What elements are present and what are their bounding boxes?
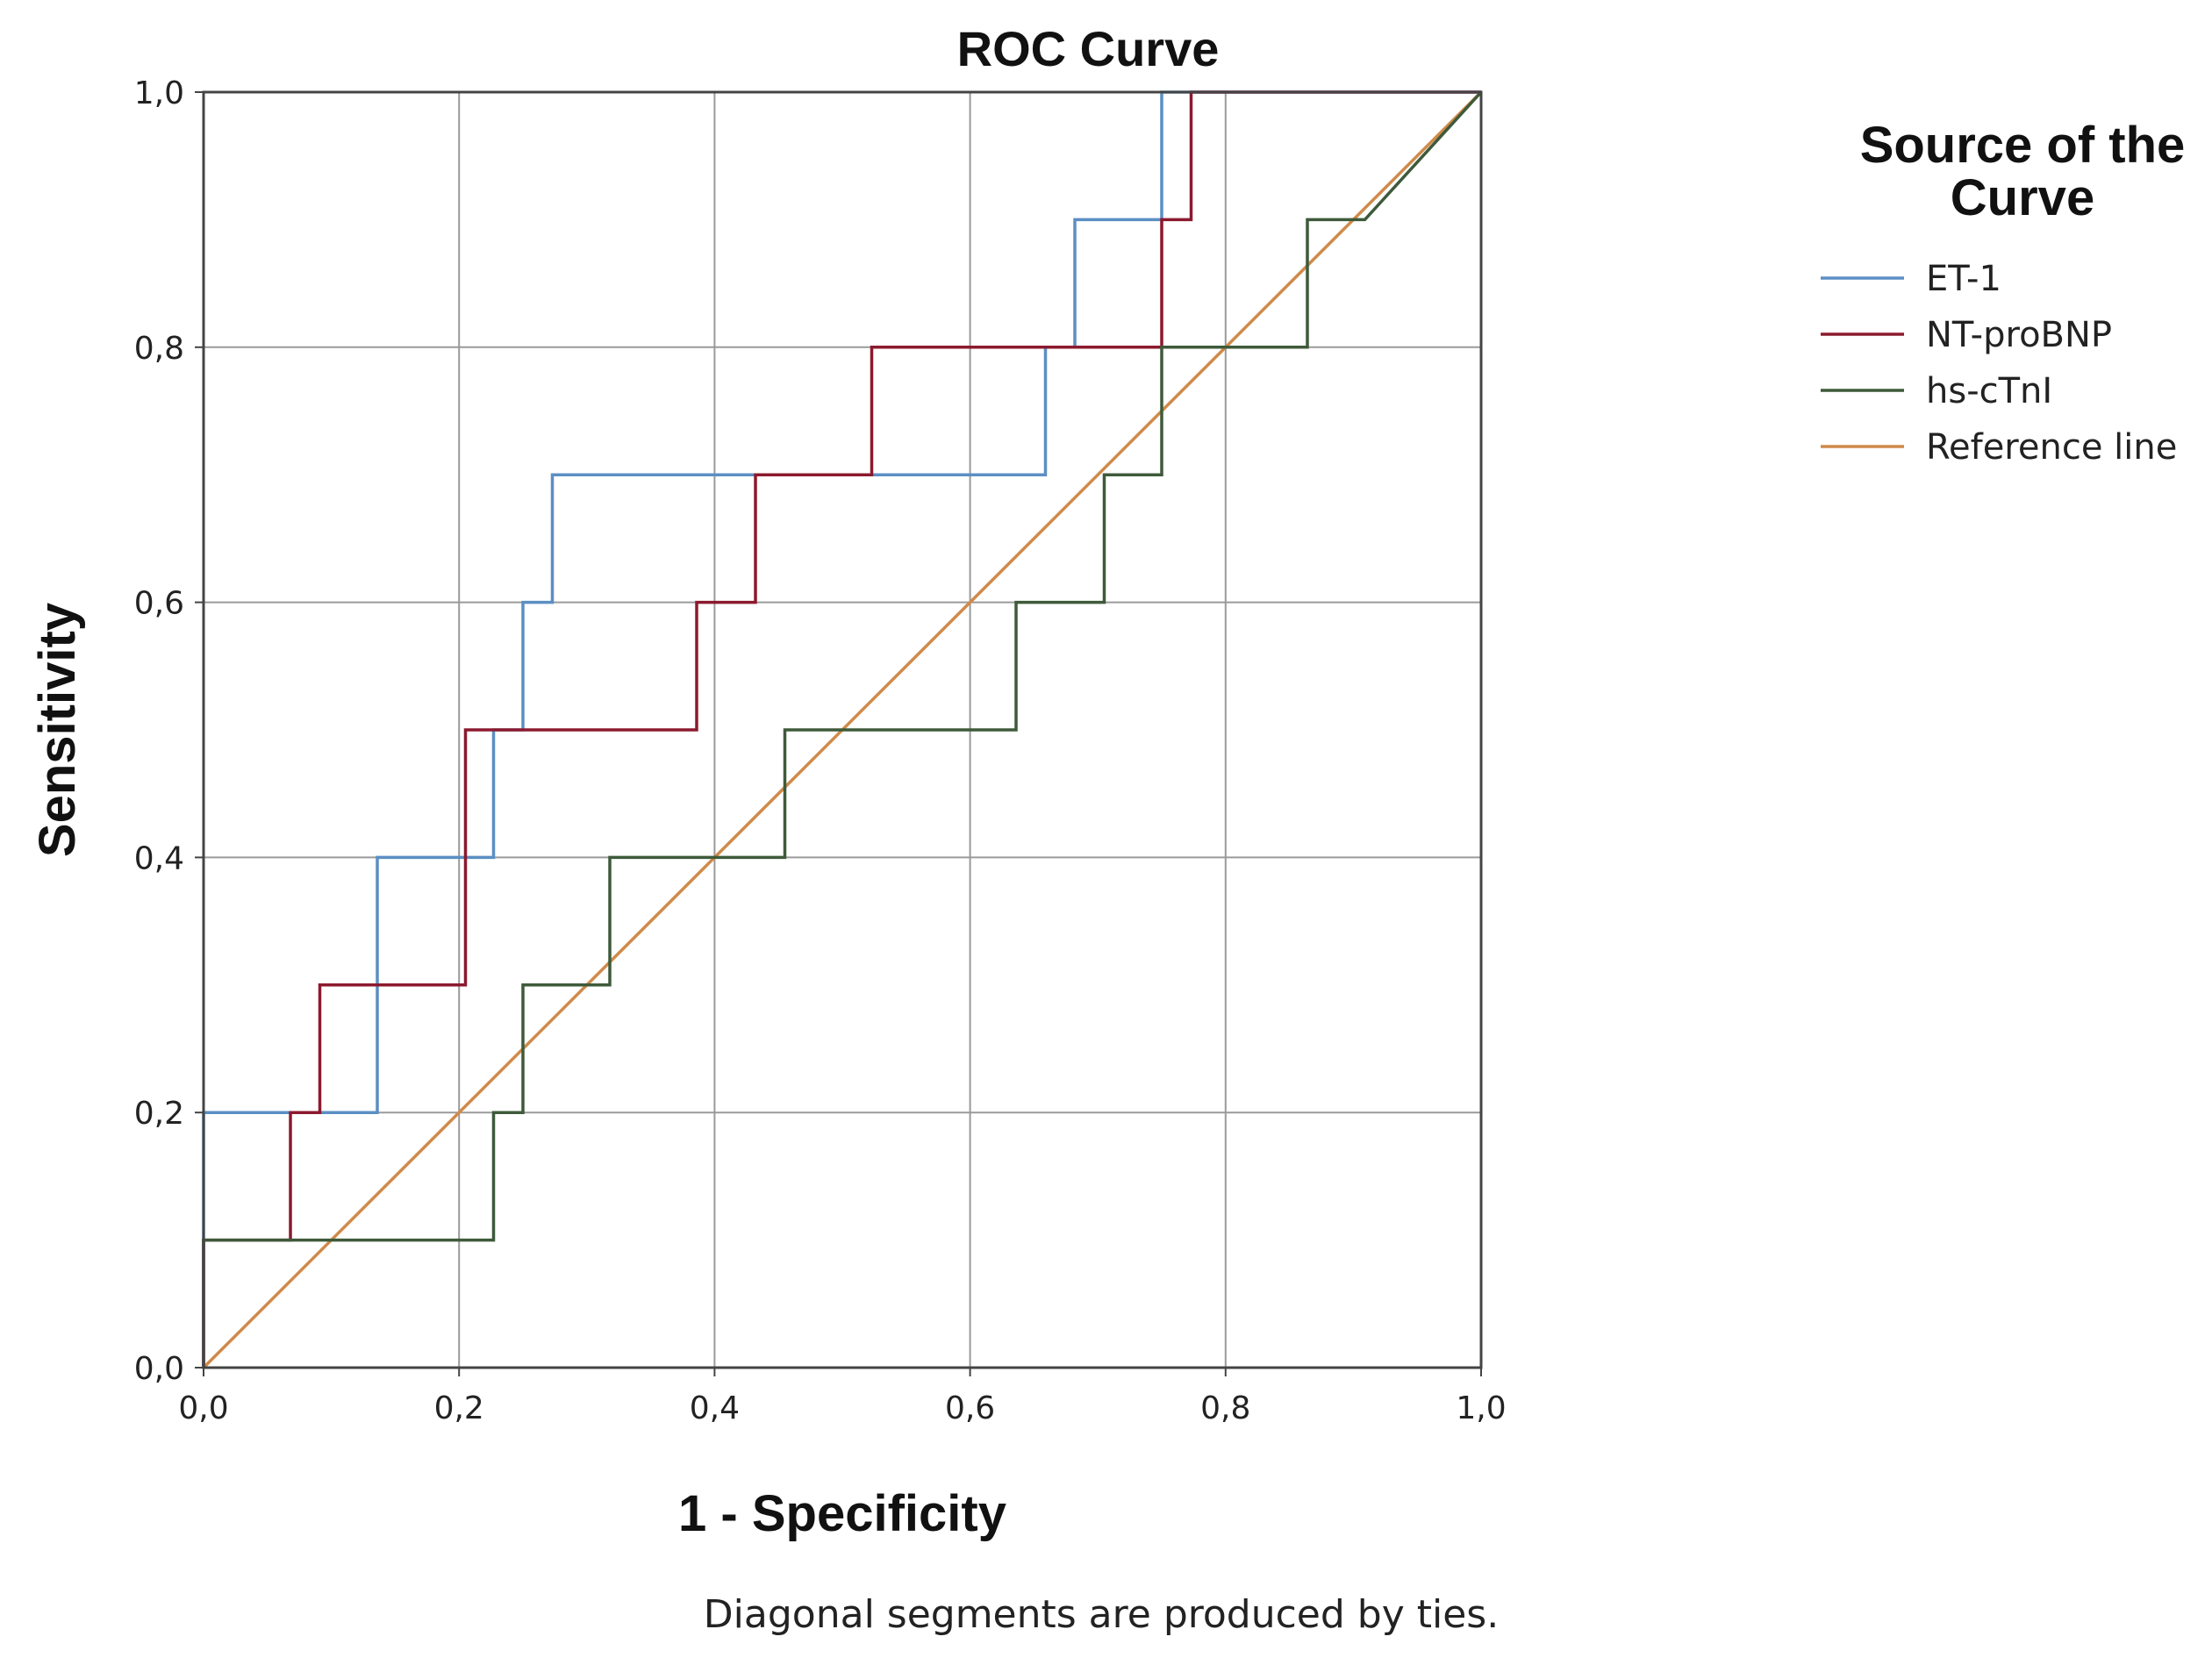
x-tick-label: 0,6 [945,1390,995,1426]
legend-title-line1: Source of the [1860,117,2186,174]
x-tick-label: 0,8 [1200,1390,1250,1426]
series-line-et-1 [202,90,1481,1368]
y-tick-label: 1,0 [134,75,184,111]
y-tick-label: 0,8 [134,331,184,367]
x-tick-label: 0,4 [690,1390,740,1426]
legend-title-line2: Curve [1951,169,2094,226]
footnote: Diagonal segments are produced by ties. [704,1592,1499,1637]
legend-label: NT-proBNP [1926,315,2112,355]
series-line-hs-ctni [202,90,1483,1368]
y-tick-label: 0,2 [134,1096,184,1132]
legend-label: Reference line [1926,427,2177,468]
y-tick-label: 0,4 [134,840,184,876]
y-axis-label: Sensitivity [29,603,86,857]
legend-items: ET-1 NT-proBNP hs-cTnI Reference line [1821,259,2177,468]
x-tick-label: 1,0 [1456,1390,1506,1426]
x-axis-label: 1 - Specificity [678,1485,1006,1542]
plot-frame [202,90,1483,1369]
legend: Source of the Curve ET-1 NT-proBNP hs-cTnI… [1821,117,2185,468]
y-tick-label: 0,0 [134,1351,184,1387]
tick-labels: 0,0 0,2 0,4 0,6 0,8 1,0 0,0 0,2 0,4 0,6 0,8 1,0 [134,75,1507,1426]
series-line-nt-probnp [202,90,1481,1368]
series-layer [202,90,1483,1369]
legend-label: ET-1 [1926,259,2001,299]
y-tick-label: 0,6 [134,586,184,622]
chart-title: ROC Curve [957,21,1220,76]
x-tick-label: 0,0 [178,1390,228,1426]
x-tick-label: 0,2 [434,1390,484,1426]
legend-label: hs-cTnI [1926,371,2052,411]
